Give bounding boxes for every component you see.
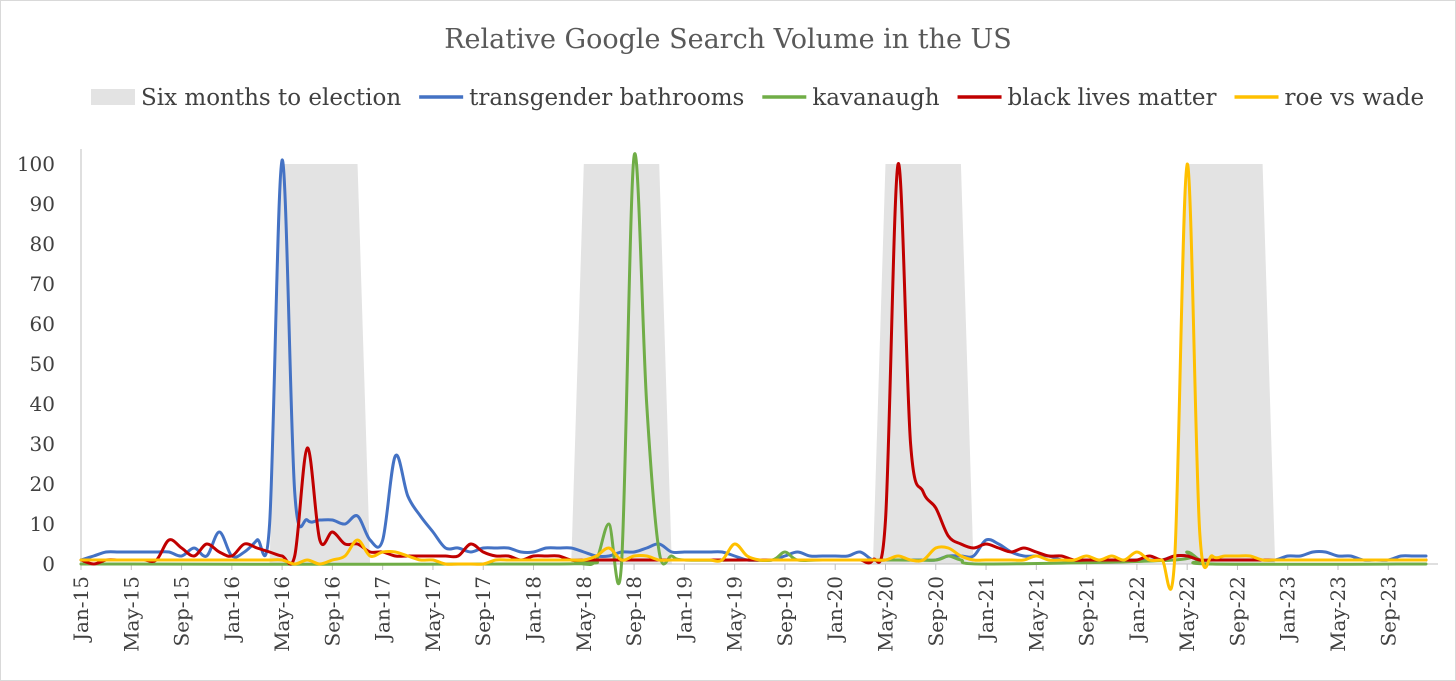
x-tick-label: May-23 [1326, 576, 1350, 652]
shaded-period-2 [571, 164, 672, 564]
y-tick-label: 80 [30, 232, 55, 256]
x-tick-label: May-17 [421, 576, 445, 652]
series-layer [79, 152, 1428, 591]
x-tick-label: Sep-18 [622, 576, 646, 647]
x-tick-label: May-19 [723, 576, 747, 652]
series-line-roe-vs-wade [79, 162, 1428, 591]
election-shading [269, 164, 1276, 564]
x-tick-label: May-21 [1024, 576, 1048, 652]
y-tick-label: 10 [30, 512, 55, 536]
shaded-period-3 [872, 164, 974, 564]
x-tick-label: Sep-20 [924, 576, 948, 647]
x-tick-label: Jan-15 [69, 576, 93, 643]
x-tick-label: Jan-19 [672, 576, 696, 643]
x-tick-label: Sep-19 [773, 576, 797, 647]
y-tick-label: 60 [30, 312, 55, 336]
x-tick-label: Sep-23 [1376, 576, 1400, 647]
x-tick-label: Jan-18 [522, 576, 546, 643]
y-tick-label: 90 [30, 192, 55, 216]
chart-legend: Six months to election transgender bathro… [91, 85, 1424, 111]
x-tick-label: May-20 [873, 576, 897, 652]
legend-label-black-lives-matter: black lives matter [1008, 85, 1217, 111]
x-tick-label: Jan-16 [220, 576, 244, 643]
y-tick-label: 0 [42, 552, 55, 576]
x-tick-label: Sep-16 [320, 576, 344, 647]
x-tick-label: May-22 [1175, 576, 1199, 652]
x-tick-label: Jan-22 [1125, 576, 1149, 643]
legend-swatch-election [91, 89, 135, 105]
x-tick-label: Jan-23 [1276, 576, 1300, 643]
chart-axes: 0 10 20 30 40 50 60 70 80 90 100 Jan-15 May-15 Sep-15… [17, 149, 1438, 652]
legend-label-election: Six months to election [141, 85, 401, 111]
y-tick-label: 20 [30, 472, 55, 496]
legend-label-roe-vs-wade: roe vs wade [1285, 85, 1425, 111]
x-tick-label: Jan-17 [371, 576, 395, 643]
legend-label-transgender-bathrooms: transgender bathrooms [469, 85, 744, 111]
x-tick-label: May-16 [270, 576, 294, 652]
y-tick-label: 100 [17, 152, 55, 176]
legend-label-kavanaugh: kavanaugh [812, 85, 939, 111]
x-tick-label: Jan-21 [974, 576, 998, 643]
x-tick-label: Sep-15 [170, 576, 194, 647]
y-tick-label: 30 [30, 432, 55, 456]
y-tick-label: 40 [30, 392, 55, 416]
shaded-period-4 [1174, 164, 1276, 564]
x-tick-label: Sep-17 [471, 576, 495, 647]
x-tick-label: May-15 [119, 576, 143, 652]
x-tick-label: May-18 [572, 576, 596, 652]
y-tick-label: 50 [30, 352, 55, 376]
chart-title: Relative Google Search Volume in the US [444, 24, 1012, 55]
x-tick-label: Jan-20 [823, 576, 847, 643]
y-tick-label: 70 [30, 272, 55, 296]
x-tick-label: Sep-22 [1225, 576, 1249, 647]
x-tick-label: Sep-21 [1075, 576, 1099, 647]
